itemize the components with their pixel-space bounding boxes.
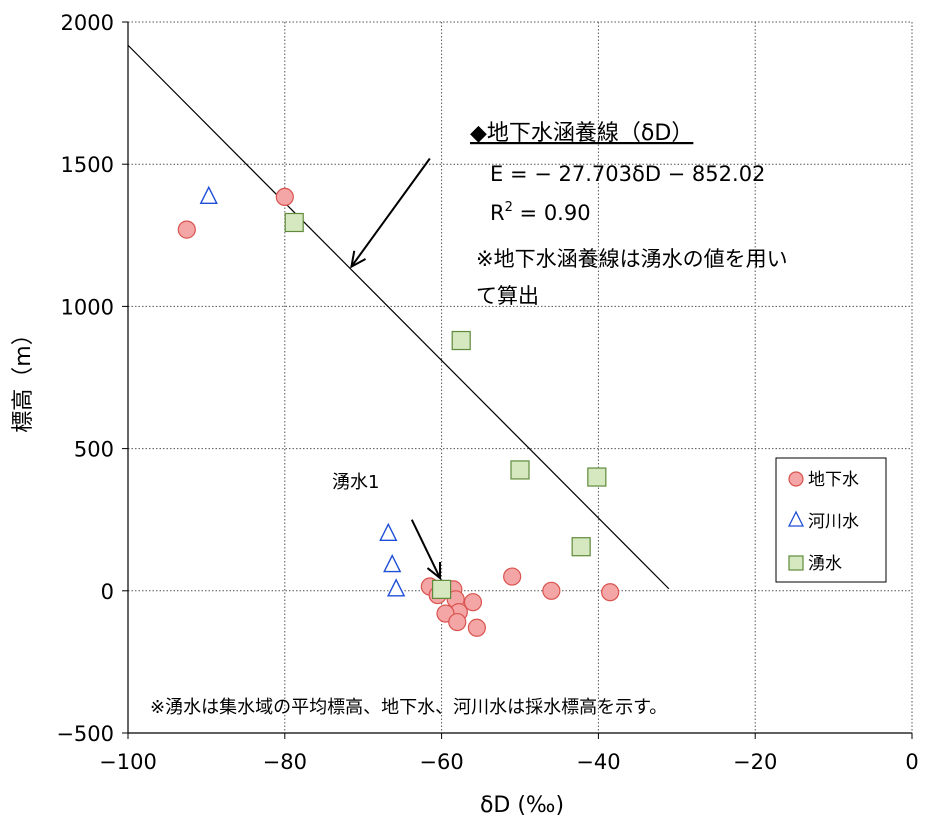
x-tick-label: −40 <box>576 750 620 774</box>
legend-label-groundwater: 地下水 <box>808 470 859 490</box>
data-points <box>177 185 620 637</box>
legend-label-river: 河川水 <box>808 512 859 532</box>
arrow-head <box>350 250 367 269</box>
legend-marker-spring <box>788 555 804 571</box>
trendline <box>127 44 670 590</box>
trendline-note-line1: ※地下水涵養線は湧水の値を用い <box>476 247 788 271</box>
axes: −100 −80 −60 −40 −20 0 −500 0 500 1000 1500 2000 <box>56 11 918 774</box>
y-tick-label: 2000 <box>61 11 114 35</box>
y-tick-label: 1000 <box>61 295 114 319</box>
point-spring <box>451 330 471 351</box>
x-axis-label: δD (‰) <box>480 793 564 818</box>
point-groundwater <box>503 567 522 586</box>
x-tick-label: −100 <box>99 750 157 774</box>
footer-note: ※湧水は集水域の平均標高、地下水、河川水は採水標高を示す。 <box>150 697 667 718</box>
trendline-line <box>127 44 670 590</box>
y-tick-label: 0 <box>101 580 114 604</box>
legend-label-spring: 湧水 <box>808 554 842 574</box>
trendline-note-line2: て算出 <box>476 284 539 308</box>
point-spring <box>587 467 607 487</box>
y-tick-label: 1500 <box>61 153 114 177</box>
x-tick-label: 0 <box>905 750 918 774</box>
trendline-title: ◆地下水涵養線（δD） <box>470 121 693 146</box>
trendline-r2: R2 = 0.90 <box>490 200 591 225</box>
point-groundwater <box>275 187 294 207</box>
point-river <box>383 554 402 573</box>
point-groundwater <box>467 618 486 637</box>
plot-area <box>128 22 912 733</box>
y-axis-label: 標高（m） <box>11 323 36 432</box>
x-tick-label: −80 <box>263 750 307 774</box>
point-spring <box>284 212 304 233</box>
spring1-label: 湧水1 <box>332 472 379 493</box>
x-tick-label: −20 <box>733 750 777 774</box>
point-spring <box>510 460 530 480</box>
point-groundwater <box>601 583 620 602</box>
annotation-arrows <box>350 157 442 581</box>
r2-superscript: 2 <box>505 200 513 215</box>
legend-marker-river <box>787 510 805 527</box>
y-tick-label: 500 <box>74 438 114 462</box>
point-groundwater <box>448 612 467 632</box>
arrow-to-spring1 <box>410 519 441 579</box>
point-groundwater <box>177 220 196 239</box>
point-river <box>199 185 218 205</box>
legend: 地下水 河川水 湧水 <box>775 457 887 583</box>
point-spring <box>571 537 591 557</box>
x-tick-label: −60 <box>419 750 463 774</box>
point-spring <box>432 579 452 599</box>
point-river <box>379 522 398 542</box>
trendline-equation: E = − 27.703δD − 852.02 <box>490 162 765 186</box>
point-groundwater <box>463 593 483 612</box>
point-groundwater <box>542 581 561 600</box>
r2-value: = 0.90 <box>513 201 591 225</box>
y-tick-label: −500 <box>56 722 114 746</box>
arrow-head <box>426 562 442 581</box>
arrow-to-trendline <box>350 157 431 268</box>
r2-prefix: R <box>490 201 505 225</box>
legend-marker-groundwater <box>788 471 804 487</box>
point-river <box>386 578 406 597</box>
